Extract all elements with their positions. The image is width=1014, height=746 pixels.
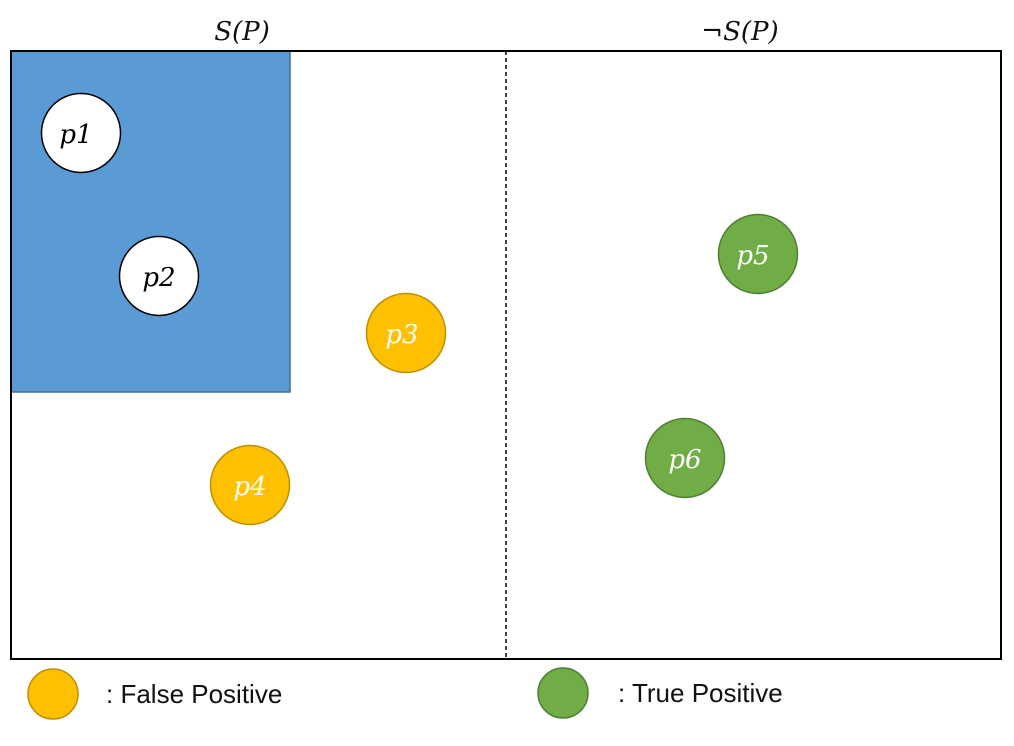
label-not-s-p: ¬S(P) [701, 17, 778, 47]
point-p5-circle [717, 213, 799, 295]
point-p2-circle [118, 235, 200, 317]
point-p1-circle [40, 92, 122, 174]
point-p5-label: p5 [736, 241, 769, 271]
point-p4-circle [209, 444, 291, 526]
legend-true-positive-swatch [537, 667, 589, 719]
point-p3-circle [365, 292, 447, 374]
point-p3: p3 [365, 292, 447, 374]
point-p3-label: p3 [385, 320, 418, 350]
point-p6-circle [644, 417, 726, 499]
legend-false-positive-label: : False Positive [106, 679, 282, 709]
point-p4-label: p4 [233, 472, 266, 502]
point-p4: p4 [209, 444, 291, 526]
point-p1: p1 [40, 92, 122, 174]
point-p1-label: p1 [59, 120, 92, 150]
label-s-p: S(P) [214, 17, 270, 47]
legend-true-positive-label: : True Positive [618, 678, 783, 708]
legend: : False Positive : True Positive [27, 667, 783, 720]
point-p2-label: p2 [142, 263, 175, 293]
point-p2: p2 [118, 235, 200, 317]
legend-false-positive-swatch [27, 668, 79, 720]
region-s-p [10, 50, 291, 393]
point-p6-label: p6 [668, 445, 701, 475]
point-p6: p6 [644, 417, 726, 499]
point-p5: p5 [717, 213, 799, 295]
